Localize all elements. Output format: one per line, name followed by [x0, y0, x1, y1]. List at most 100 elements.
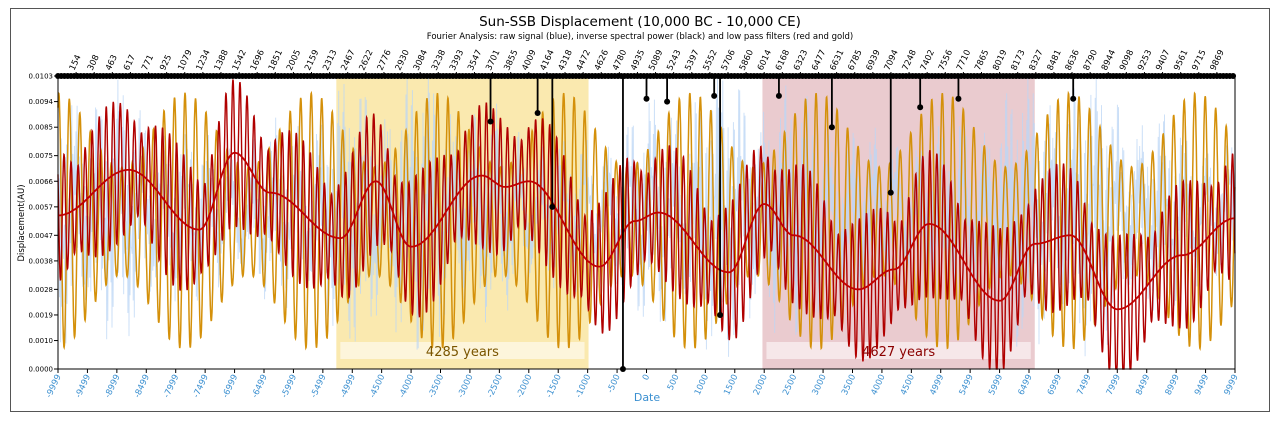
- top-tick-label: 4626: [593, 48, 611, 72]
- top-tick-label: 308: [86, 53, 102, 72]
- top-tick-label: 154: [68, 53, 84, 72]
- x-tick-label: -4500: [368, 373, 388, 400]
- top-tick-label: 9253: [1136, 48, 1154, 72]
- shaded-region-label-box-2: [766, 342, 1031, 359]
- y-tick-label: 0.0103: [29, 73, 54, 81]
- shaded-region-label-1: 4285 years: [426, 345, 499, 360]
- top-tick-label: 925: [158, 53, 174, 72]
- top-tick-label: 4780: [611, 48, 629, 72]
- gold-filter-line: [57, 90, 1236, 352]
- spectral-stem-tip-1: [487, 118, 494, 125]
- top-tick-label: 3393: [448, 48, 466, 72]
- y-tick-label: 0.0019: [29, 311, 54, 319]
- x-tick-label: -8499: [132, 373, 152, 400]
- top-tick-label: 2622: [357, 48, 375, 72]
- x-tick-label: -1500: [544, 373, 564, 400]
- top-tick-label: 3084: [412, 48, 430, 72]
- x-tick-label: -9499: [74, 373, 94, 400]
- top-tick-label: 5243: [665, 48, 683, 72]
- top-tick-label: 2467: [339, 48, 357, 72]
- x-tick-label: -5499: [309, 373, 329, 400]
- top-tick-label: 4472: [575, 48, 593, 72]
- y-tick-label: 0.0010: [29, 337, 54, 345]
- top-tick-label: 7556: [937, 48, 955, 72]
- x-tick-label: -7499: [191, 373, 211, 400]
- red-filter-line: [57, 79, 1236, 370]
- top-tick-label: 1388: [213, 48, 231, 72]
- top-tick-label: 463: [104, 53, 120, 72]
- axes-layer: [54, 72, 1236, 373]
- x-tick-label: -6999: [221, 373, 241, 400]
- top-tick-label: 8481: [1046, 48, 1064, 72]
- gold-filter-layer: [57, 90, 1236, 352]
- spectral-stem-tip-11: [887, 189, 894, 196]
- top-tick-label: 2930: [394, 48, 412, 72]
- spectral-stem-tip-2: [534, 109, 541, 116]
- x-tick-label: 2000: [752, 373, 770, 397]
- top-tick-label: 2159: [303, 48, 321, 72]
- top-tick-label: 4009: [520, 48, 538, 72]
- x-tick-label: 2500: [781, 373, 799, 397]
- top-tick-label: 771: [140, 53, 156, 72]
- spectral-stem-tip-3: [549, 203, 556, 210]
- top-tick-label: 8636: [1064, 48, 1082, 72]
- top-tick-label: 6014: [756, 48, 774, 72]
- x-tick-label: -500: [606, 373, 623, 395]
- y-tick-label: 0.0038: [29, 257, 54, 265]
- x-tick-label: -3000: [456, 373, 476, 400]
- x-tick-label: 7499: [1075, 373, 1093, 397]
- top-tick-label: 3238: [430, 48, 448, 72]
- top-tick-label: 5089: [647, 48, 665, 72]
- top-tick-label: 8019: [991, 48, 1009, 72]
- top-tick-label: 8944: [1100, 48, 1118, 72]
- top-tick-label: 8173: [1009, 48, 1027, 72]
- top-tick-label: 6323: [792, 48, 810, 72]
- x-tick-label: 1000: [693, 373, 711, 397]
- top-tick-label: 5860: [738, 48, 756, 72]
- x-tick-label: 3000: [811, 373, 829, 397]
- x-tick-label: -2500: [486, 373, 506, 400]
- top-tick-label: 6168: [774, 48, 792, 72]
- chart-title: Sun-SSB Displacement (10,000 BC - 10,000…: [479, 14, 801, 30]
- x-tick-label: 9499: [1193, 373, 1211, 397]
- x-tick-label: -6499: [250, 373, 270, 400]
- y-tick-label: 0.0028: [29, 286, 54, 294]
- shaded-region-label-2: 4627 years: [862, 345, 935, 360]
- x-tick-label: 5499: [958, 373, 976, 397]
- chart-subtitle: Fourier Analysis: raw signal (blue), inv…: [427, 32, 854, 42]
- x-tick-label: 4500: [899, 373, 917, 397]
- spectral-stem-tip-13: [955, 95, 962, 102]
- x-tick-label: 500: [666, 373, 682, 392]
- x-tick-label: -5999: [280, 373, 300, 400]
- top-tick-label: 9098: [1118, 48, 1136, 72]
- x-tick-label: 3500: [840, 373, 858, 397]
- top-tick-label: 3855: [502, 48, 520, 72]
- top-tick-label: 7402: [919, 48, 937, 72]
- top-tick-label: 7094: [883, 48, 901, 72]
- top-tick-label: 5397: [683, 48, 701, 72]
- spectral-stem-tip-8: [711, 92, 718, 99]
- top-tick-label: 6631: [828, 48, 846, 72]
- top-tick-label: 8327: [1027, 48, 1045, 72]
- x-tick-label: 1500: [722, 373, 740, 397]
- spectral-stem-tip-10: [828, 124, 835, 131]
- red-filter-trend-line: [58, 151, 1234, 311]
- top-tick-label: 3701: [484, 48, 502, 72]
- x-tick-label: 8999: [1164, 373, 1182, 397]
- spectral-stem-tip-6: [664, 98, 671, 105]
- spectral-stem-tip-14: [1070, 95, 1077, 102]
- y-tick-label: 0.0057: [29, 203, 54, 211]
- spectral-stem-tip-9: [775, 92, 782, 99]
- spectral-stem-tip-12: [917, 104, 924, 111]
- top-tick-label: 6785: [846, 48, 864, 72]
- top-tick-label: 617: [122, 53, 138, 72]
- chart-figure: Sun-SSB Displacement (10,000 BC - 10,000…: [10, 8, 1270, 412]
- y-tick-label: 0.0094: [29, 98, 54, 106]
- x-tick-label: -7999: [162, 373, 182, 400]
- top-tick-label: 3547: [466, 48, 484, 72]
- top-tick-label: 9407: [1154, 48, 1172, 72]
- top-tick-label: 1079: [176, 48, 194, 72]
- y-tick-label: 0.0066: [29, 178, 54, 186]
- x-axis-label: Date: [634, 391, 661, 404]
- y-axis-label: Displacement(AU): [17, 184, 27, 261]
